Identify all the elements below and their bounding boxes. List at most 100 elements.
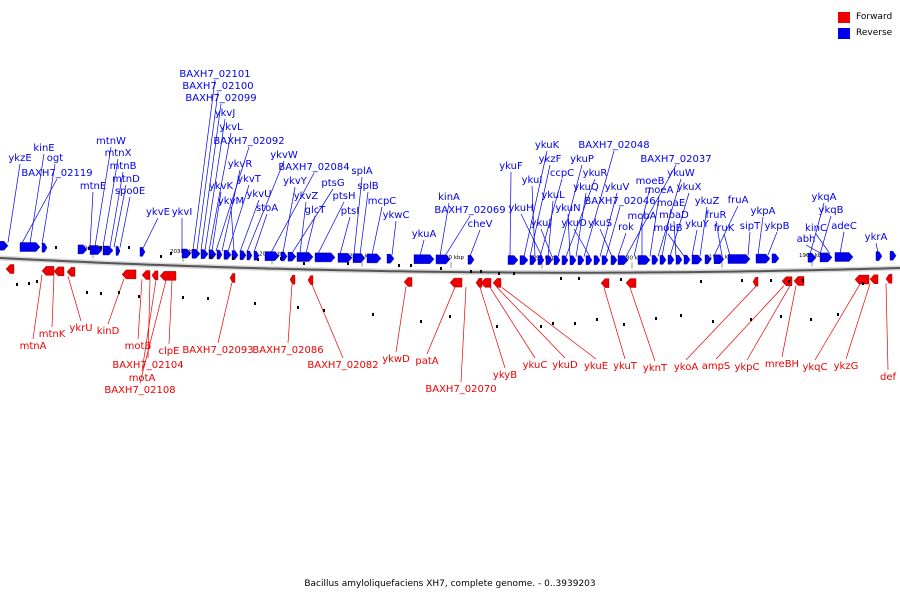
gene-label-text: BAXH7_02037 — [640, 154, 711, 165]
leader-line — [885, 283, 889, 371]
gene-label-yknt: yknT — [643, 363, 668, 374]
gene-label-text: adeC — [831, 221, 857, 232]
leader-line — [282, 186, 296, 253]
gene-label-text: sipT — [740, 221, 761, 232]
gene-label-ykpa: ykpA — [751, 206, 776, 217]
gene-label-moeb: moeB — [636, 176, 665, 187]
gene-label-baxh7-02082: BAXH7_02082 — [307, 360, 378, 371]
gene-label-text: glcT — [305, 205, 327, 216]
reverse-gene-arrow — [507, 255, 519, 265]
gene-label-text: ykzG — [834, 361, 859, 372]
leader-line — [781, 285, 797, 358]
gene-label-spo0e: spo0E — [115, 186, 145, 197]
reverse-gene-arrow — [875, 251, 883, 261]
gene-label-baxh7-02086: BAXH7_02086 — [252, 345, 323, 356]
gene-label-splb: splB — [357, 181, 378, 192]
forward-gene-arrow — [492, 278, 502, 288]
gene-label-ykuw: ykuW — [667, 168, 695, 179]
leader-line — [815, 233, 831, 255]
reverse-gene-arrow — [651, 255, 659, 265]
leader-line — [439, 202, 450, 256]
reverse-gene-arrow — [246, 250, 253, 261]
minor-feature — [257, 258, 259, 261]
gene-label-baxh7-02093: BAXH7_02093 — [182, 345, 253, 356]
forward-gene-arrow — [41, 266, 55, 276]
leader-line — [317, 201, 345, 254]
gene-label-text: ykuX — [677, 182, 702, 193]
reverse-gene-arrow — [545, 255, 553, 265]
gene-label-ykuv: ykuV — [605, 182, 630, 193]
gene-label-mtnk: mtnK — [39, 329, 66, 340]
gene-label-ykvu: ykvU — [247, 189, 272, 200]
gene-label-ykui: ykuI — [522, 175, 543, 186]
reverse-gene-arrow — [296, 252, 314, 262]
gene-label-text: ykuY — [685, 219, 710, 230]
leader-line — [137, 279, 143, 340]
gene-label-text: ykqB — [819, 205, 844, 216]
leader-line — [107, 278, 125, 325]
gene-label-text: ykuN — [555, 203, 580, 214]
minor-feature — [440, 267, 442, 270]
leader-line — [230, 206, 235, 252]
reverse-gene-arrow — [704, 254, 712, 265]
gene-label-text: mcpC — [368, 196, 397, 207]
leader-line — [239, 199, 260, 252]
reverse-gene-arrow — [529, 255, 537, 265]
leader-line — [547, 200, 554, 257]
minor-feature — [712, 320, 714, 323]
leader-line — [469, 229, 481, 257]
gene-label-text: ogt — [47, 153, 63, 164]
leader-line — [371, 206, 383, 255]
gene-label-text: ykvY — [283, 176, 308, 187]
gene-label-ptsg: ptsG — [321, 178, 344, 189]
leader-line — [557, 164, 583, 257]
reverse-gene-arrow — [617, 255, 629, 265]
leader-line — [391, 220, 397, 256]
minor-feature — [780, 315, 782, 318]
gene-label-mtnw: mtnW — [96, 136, 126, 147]
gene-label-text: motB — [125, 341, 152, 352]
leader-lines — [7, 79, 889, 384]
leader-line — [599, 228, 613, 257]
gene-label-moae: moaE — [657, 198, 685, 209]
gene-label-text: ykpB — [765, 221, 790, 232]
gene-label-text: ykvZ — [294, 191, 319, 202]
minor-feature — [160, 255, 162, 258]
gene-label-ykqa: ykqA — [812, 192, 837, 203]
gene-label-ogt: ogt — [47, 153, 63, 164]
gene-label-text: cheV — [468, 219, 493, 230]
forward-gene-arrow — [752, 277, 759, 287]
leader-line — [747, 231, 751, 256]
leader-line — [67, 276, 82, 322]
gene-label-ykue: ykuE — [584, 361, 608, 372]
minor-feature — [623, 323, 625, 326]
leader-line — [819, 215, 832, 255]
leader-line — [211, 191, 222, 251]
gene-label-rok: rok — [618, 222, 634, 233]
leader-line — [540, 228, 553, 257]
gene-label-ykvt: ykvT — [237, 174, 262, 185]
minor-feature — [280, 257, 282, 260]
minor-feature — [741, 279, 743, 282]
leader-line — [460, 287, 467, 383]
gene-label-text: spo0E — [115, 186, 145, 197]
reverse-gene-arrow — [314, 252, 336, 263]
gene-label-text: ykuP — [570, 154, 594, 165]
gene-label-baxh7-02100: BAXH7_02100 — [182, 81, 253, 92]
gene-label-mtne: mtnE — [80, 181, 106, 192]
leader-line — [603, 287, 626, 360]
gene-label-frur: fruR — [706, 210, 727, 221]
minor-feature — [100, 246, 102, 249]
gene-label-text: BAXH7_02101 — [179, 69, 250, 80]
gene-label-text: ykvR — [228, 159, 253, 170]
gene-label-text: mtnB — [110, 161, 137, 172]
gene-label-ykyb: ykyB — [493, 370, 517, 381]
leader-line — [667, 233, 685, 257]
gene-label-text: ykuA — [412, 229, 437, 240]
gene-label-glct: glcT — [305, 205, 327, 216]
gene-label-text: BAXH7_02104 — [112, 360, 183, 371]
minor-feature — [680, 314, 682, 317]
gene-label-text: ykuR — [583, 168, 608, 179]
minor-feature — [810, 318, 812, 321]
